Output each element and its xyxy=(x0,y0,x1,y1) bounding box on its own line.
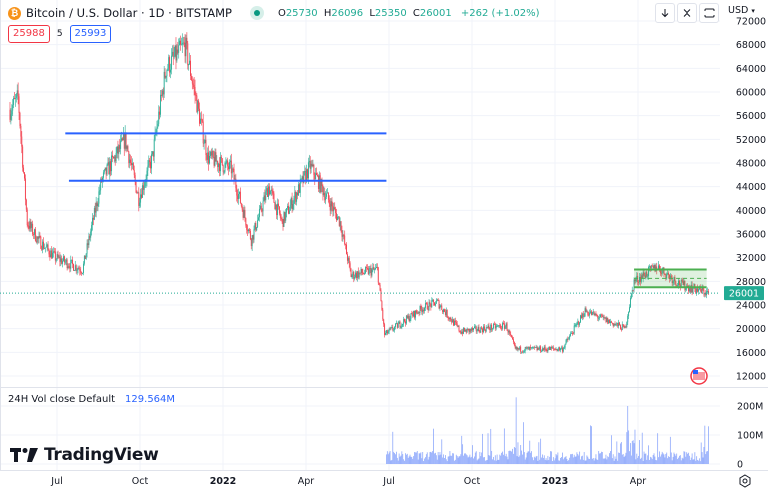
y-axis-label: 68000 xyxy=(736,40,766,51)
settings-gear-icon[interactable] xyxy=(738,474,752,488)
currency-selector[interactable]: USD ▾ xyxy=(728,5,755,16)
y-axis-label: 36000 xyxy=(736,230,766,241)
bitcoin-icon: ₿ xyxy=(8,6,21,20)
market-status-icon[interactable] xyxy=(249,6,264,20)
spread-value: 5 xyxy=(56,29,63,39)
price-change: +262 (+1.02%) xyxy=(460,7,540,19)
y-axis-label: 52000 xyxy=(736,135,766,146)
volume-label[interactable]: 24H Vol close Default xyxy=(8,394,116,405)
y-axis-label: 60000 xyxy=(736,88,766,99)
candles xyxy=(9,32,709,354)
y-axis-label: 44000 xyxy=(736,182,766,193)
x-axis-label: Jul xyxy=(50,476,62,487)
close-value: 26001 xyxy=(419,7,452,19)
us-flag-event-icon[interactable] xyxy=(690,367,708,385)
x-axis-label: 2022 xyxy=(210,476,236,487)
fullscreen-button[interactable] xyxy=(699,3,719,23)
volume-bars xyxy=(386,397,709,464)
buy-price-button[interactable]: 25993 xyxy=(69,25,112,43)
chevron-down-icon: ▾ xyxy=(751,7,755,15)
collapse-button[interactable] xyxy=(677,3,697,23)
x-axis-label: Apr xyxy=(630,476,647,487)
x-axis-label: 2023 xyxy=(542,476,568,487)
volume-axis-label: 100M xyxy=(737,431,763,442)
x-axis-label: Apr xyxy=(298,476,315,487)
volume-axis-label: 0 xyxy=(737,460,743,471)
last-price-label xyxy=(724,286,764,301)
trade-prices: 25988 5 25993 xyxy=(8,25,112,43)
volume-axis-label: 200M xyxy=(737,402,763,413)
y-axis-label: 40000 xyxy=(736,206,766,217)
y-axis-label: 16000 xyxy=(736,348,766,359)
tradingview-logo-icon xyxy=(10,448,38,462)
y-axis-label: 20000 xyxy=(736,324,766,335)
y-axis-label: 72000 xyxy=(736,17,766,28)
y-axis-label: 48000 xyxy=(736,159,766,170)
symbol-legend: ₿ Bitcoin / U.S. Dollar · 1D · BITSTAMP … xyxy=(8,4,540,22)
scroll-to-latest-button[interactable] xyxy=(655,3,675,23)
arrow-down-icon xyxy=(661,9,669,18)
sell-price-button[interactable]: 25988 xyxy=(8,25,50,43)
fullscreen-icon xyxy=(704,8,714,18)
svg-text:26001: 26001 xyxy=(729,289,759,300)
x-axis-label: Oct xyxy=(464,476,481,487)
high-value: 26096 xyxy=(331,7,364,19)
volume-legend: 24H Vol close Default 129.564M xyxy=(8,394,175,405)
y-axis-label: 24000 xyxy=(736,301,766,312)
symbol-title[interactable]: Bitcoin / U.S. Dollar · 1D · BITSTAMP xyxy=(26,6,232,20)
y-axis-label: 32000 xyxy=(736,253,766,264)
tradingview-logo[interactable]: TradingView xyxy=(10,445,159,465)
y-axis-label: 56000 xyxy=(736,111,766,122)
volume-value: 129.564M xyxy=(125,394,176,405)
open-value: 25730 xyxy=(285,7,318,19)
y-axis-label: 64000 xyxy=(736,64,766,75)
low-value: 25350 xyxy=(374,7,407,19)
collapse-icon xyxy=(683,9,691,17)
y-axis-label: 28000 xyxy=(736,277,766,288)
x-axis-label: Oct xyxy=(132,476,149,487)
ohlc-values: O25730 H26096 L25350 C26001 +262 (+1.02%… xyxy=(277,7,540,19)
x-axis-label: Jul xyxy=(382,476,394,487)
y-axis-label: 12000 xyxy=(736,372,766,383)
